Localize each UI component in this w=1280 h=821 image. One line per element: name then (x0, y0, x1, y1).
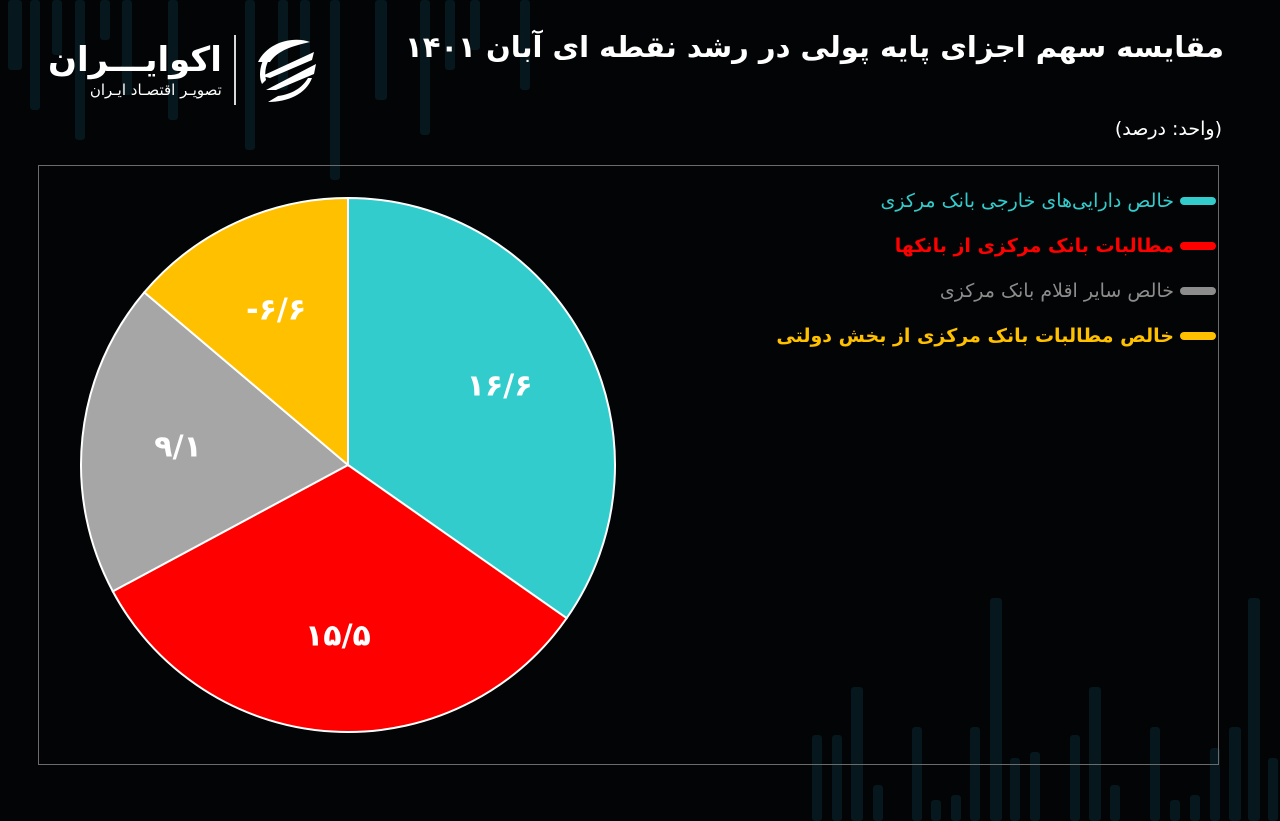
background-bar (30, 0, 40, 110)
background-bar (1229, 727, 1241, 821)
background-bar (812, 735, 822, 821)
pie-slice-government-claims (142, 196, 349, 468)
pie-slice-other-items (80, 290, 350, 593)
logo-text: اکوایـــران تصویـر اقتصـاد ایـران (48, 40, 222, 100)
legend-swatch-gray (1180, 286, 1216, 295)
background-bar (520, 0, 530, 90)
background-bar (300, 0, 310, 60)
chart-title: مقایسه سهم اجزای پایه پولی در رشد نقطه ا… (405, 30, 1224, 64)
background-bar (470, 0, 480, 50)
logo-subtitle: تصویـر اقتصـاد ایـران (89, 81, 222, 99)
pie-slice-claims-on-banks (111, 463, 569, 733)
legend-item-other-items: خالص سایر اقلام بانک مرکزی (776, 268, 1216, 313)
legend-item-foreign-assets: خالص دارایی‌های خارجی بانک مرکزی (776, 178, 1216, 223)
legend-swatch-teal (1180, 196, 1216, 205)
slice-value-label: ۹/۱ (154, 429, 202, 465)
background-bar (330, 0, 340, 180)
legend-item-claims-on-banks: مطالبات بانک مرکزی از بانکها (776, 223, 1216, 268)
legend-label: مطالبات بانک مرکزی از بانکها (894, 234, 1174, 257)
background-bar (168, 0, 178, 120)
background-bar (951, 795, 961, 821)
background-bar (1210, 748, 1220, 821)
background-bar (1070, 735, 1080, 821)
pie-slice-foreign-assets (347, 196, 616, 620)
legend-swatch-yellow (1180, 331, 1216, 340)
background-bar (1010, 758, 1020, 821)
background-bar (75, 0, 85, 140)
background-bar (8, 0, 22, 70)
slice-value-label: ۱۵/۵ (304, 618, 371, 654)
legend-label: خالص مطالبات بانک مرکزی از بخش دولتی (776, 324, 1174, 347)
background-bar (1030, 752, 1040, 821)
logo-name: اکوایـــران (48, 40, 222, 80)
unit-label: (واحد: درصد) (1114, 118, 1222, 140)
logo-divider (233, 35, 236, 105)
chart-area (38, 165, 1219, 765)
legend: خالص دارایی‌های خارجی بانک مرکزی مطالبات… (776, 178, 1216, 358)
background-bar (122, 0, 132, 95)
background-bar (52, 0, 62, 55)
background-bar (873, 785, 883, 821)
background-bar (970, 727, 980, 821)
legend-item-government-claims: خالص مطالبات بانک مرکزی از بخش دولتی (776, 313, 1216, 358)
background-bar (1089, 687, 1101, 821)
background-bar (1170, 800, 1180, 821)
background-bar (445, 0, 455, 70)
background-bar (1150, 727, 1160, 821)
background-bar (832, 735, 842, 821)
background-bar (931, 800, 941, 821)
legend-label: خالص دارایی‌های خارجی بانک مرکزی (880, 189, 1174, 212)
background-bar (100, 0, 110, 40)
background-bar (1248, 598, 1260, 821)
background-bar (420, 0, 430, 135)
background-bar (1190, 795, 1200, 821)
background-bar (245, 0, 255, 150)
brand-logo: اکوایـــران تصویـر اقتصـاد ایـران (48, 32, 324, 108)
background-bar (990, 598, 1002, 821)
slice-value-label: ۱۶/۶ (466, 368, 533, 404)
background-bar (1268, 758, 1278, 821)
background-bar (851, 687, 863, 821)
background-bar (375, 0, 387, 100)
legend-label: خالص سایر اقلام بانک مرکزی (939, 279, 1174, 302)
slice-value-label: -۶/۶ (246, 292, 307, 328)
background-bar (912, 727, 922, 821)
legend-swatch-red (1180, 241, 1216, 250)
ecoiran-swoosh-icon (257, 39, 316, 102)
background-bar (1110, 785, 1120, 821)
